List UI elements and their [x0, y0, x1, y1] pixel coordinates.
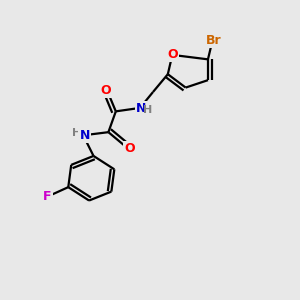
- Text: H: H: [72, 128, 81, 138]
- Text: F: F: [43, 190, 52, 202]
- Text: O: O: [101, 84, 111, 97]
- Text: N: N: [80, 129, 90, 142]
- Text: O: O: [124, 142, 134, 155]
- Text: O: O: [167, 48, 178, 62]
- Text: Br: Br: [206, 34, 222, 47]
- Text: H: H: [143, 105, 152, 115]
- Text: N: N: [136, 102, 146, 115]
